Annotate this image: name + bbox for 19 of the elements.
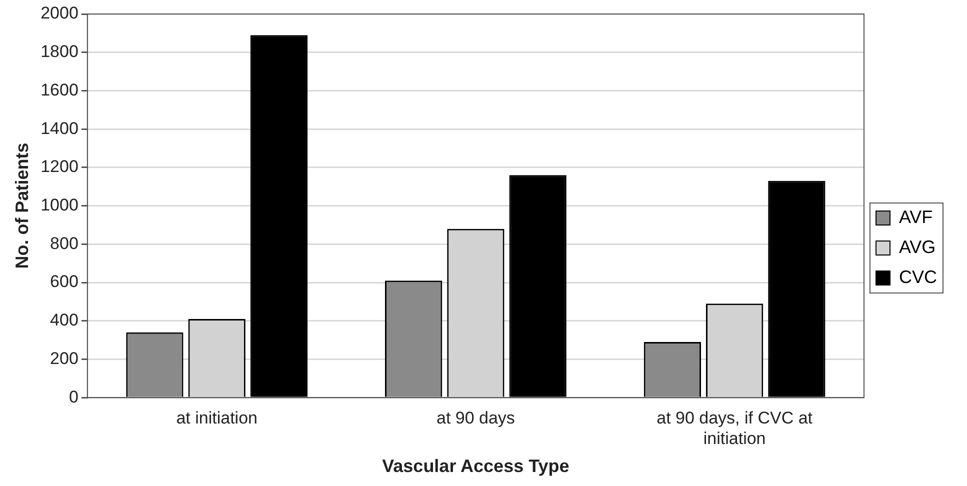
legend-label: CVC bbox=[898, 266, 938, 287]
x-tick-label: at 90 days, if CVC at initiation bbox=[656, 408, 813, 448]
x-axis-title: Vascular Access Type bbox=[382, 456, 570, 476]
legend-label: AVF bbox=[898, 206, 933, 227]
y-tick-label: 1800 bbox=[40, 42, 78, 62]
y-tick-label: 200 bbox=[50, 348, 78, 368]
y-tick-label: 0 bbox=[68, 387, 78, 406]
x-tick-label: at 90 days bbox=[436, 408, 515, 428]
y-tick-label: 1000 bbox=[40, 195, 78, 214]
y-tick-label: 400 bbox=[50, 310, 78, 330]
y-tick-label: 600 bbox=[50, 272, 78, 292]
legend-label: AVG bbox=[898, 236, 936, 257]
x-tick-label: at initiation bbox=[176, 408, 258, 428]
y-tick-label: 2000 bbox=[40, 4, 78, 23]
y-tick-label: 1400 bbox=[40, 118, 78, 138]
y-tick-label: 800 bbox=[50, 234, 78, 253]
y-axis-title: No. of Patients bbox=[12, 142, 32, 269]
y-tick-label: 1200 bbox=[40, 157, 78, 176]
y-tick-label: 1600 bbox=[40, 80, 78, 100]
